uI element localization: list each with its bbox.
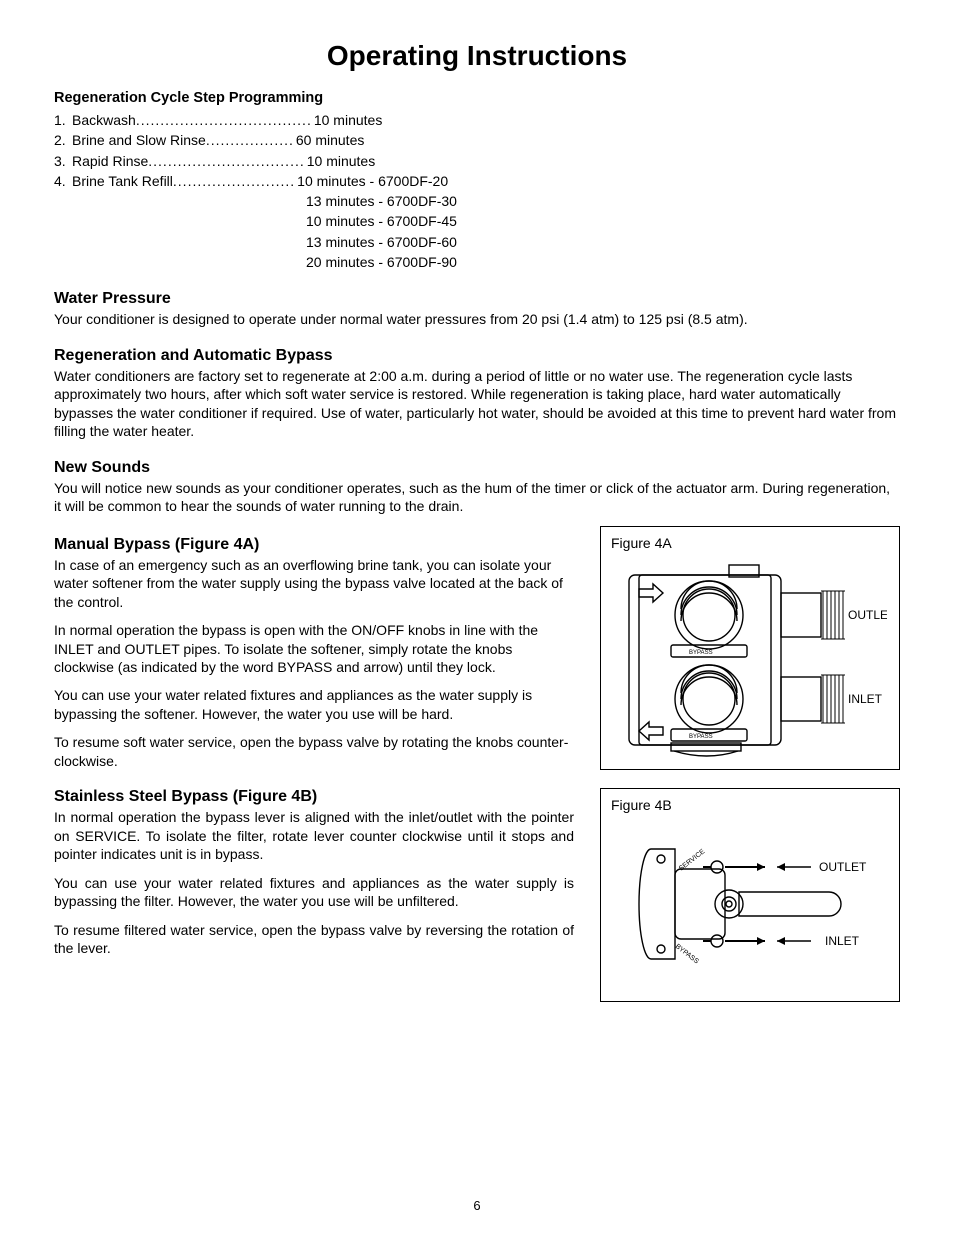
leader-dots: .................. (206, 130, 294, 150)
figure-4a-svg: BYPASS BYPASS OUTLET INLET (611, 557, 887, 757)
new-sounds-body: You will notice new sounds as your condi… (54, 479, 900, 516)
figure-column: Figure 4A (600, 526, 900, 1020)
manual-bypass-p1: In case of an emergency such as an overf… (54, 556, 574, 611)
page-title: Operating Instructions (54, 40, 900, 72)
manual-bypass-p4: To resume soft water service, open the b… (54, 733, 574, 770)
leader-dots: ................................ (148, 151, 304, 171)
ss-bypass-p2: You can use your water related fixtures … (54, 874, 574, 911)
ss-bypass-p1: In normal operation the bypass lever is … (54, 808, 574, 863)
new-sounds-heading: New Sounds (54, 459, 900, 477)
cycle-step: 4. Brine Tank Refill ...................… (54, 171, 900, 191)
inlet-label: INLET (825, 934, 860, 948)
cycle-step: 2. Brine and Slow Rinse ................… (54, 130, 900, 150)
bypass-label: BYPASS (674, 943, 700, 966)
cycle-step-value: 10 minutes (305, 151, 375, 171)
leader-dots: ......................... (173, 171, 295, 191)
cycle-step-num: 4. (54, 171, 72, 191)
cycle-step: 1. Backwash ............................… (54, 110, 900, 130)
cycle-extra-line: 13 minutes - 6700DF-60 (54, 232, 900, 252)
manual-bypass-p2: In normal operation the bypass is open w… (54, 621, 574, 676)
ss-bypass-p3: To resume filtered water service, open t… (54, 921, 574, 958)
manual-bypass-p3: You can use your water related fixtures … (54, 686, 574, 723)
cycle-step-label: Backwash (72, 110, 136, 130)
regen-bypass-heading: Regeneration and Automatic Bypass (54, 347, 900, 365)
cycle-extra-line: 13 minutes - 6700DF-30 (54, 191, 900, 211)
bypass-label-text: BYPASS (689, 734, 713, 740)
cycle-step-label: Rapid Rinse (72, 151, 148, 171)
ss-bypass-heading: Stainless Steel Bypass (Figure 4B) (54, 788, 574, 806)
cycle-step-label: Brine and Slow Rinse (72, 130, 206, 150)
figure-4a-caption: Figure 4A (611, 535, 889, 551)
bypass-columns: Manual Bypass (Figure 4A) In case of an … (54, 526, 900, 1020)
figure-4b-caption: Figure 4B (611, 797, 889, 813)
manual-bypass-heading: Manual Bypass (Figure 4A) (54, 536, 574, 554)
cycle-extra-line: 10 minutes - 6700DF-45 (54, 211, 900, 231)
leader-dots: .................................... (136, 110, 312, 130)
cycle-extra-line: 20 minutes - 6700DF-90 (54, 252, 900, 272)
page: Operating Instructions Regeneration Cycl… (0, 0, 954, 1235)
regen-cycle-heading: Regeneration Cycle Step Programming (54, 90, 900, 106)
bypass-label-text: BYPASS (689, 650, 713, 656)
outlet-label: OUTLET (819, 860, 867, 874)
figure-4b: Figure 4B (600, 788, 900, 1002)
outlet-label: OUTLET (848, 608, 887, 622)
cycle-step-num: 2. (54, 130, 72, 150)
bypass-text-column: Manual Bypass (Figure 4A) In case of an … (54, 526, 574, 1020)
cycle-step-label: Brine Tank Refill (72, 171, 173, 191)
cycle-step-num: 3. (54, 151, 72, 171)
figure-4b-svg: SERVICE BYPASS OUTLET INLET (611, 819, 887, 987)
cycle-step-value: 60 minutes (294, 130, 364, 150)
inlet-label: INLET (848, 692, 883, 706)
water-pressure-heading: Water Pressure (54, 290, 900, 308)
regen-bypass-body: Water conditioners are factory set to re… (54, 367, 900, 441)
cycle-step-num: 1. (54, 110, 72, 130)
cycle-step-value: 10 minutes (312, 110, 382, 130)
page-number: 6 (0, 1198, 954, 1213)
figure-4a: Figure 4A (600, 526, 900, 770)
cycle-step-value: 10 minutes - 6700DF-20 (295, 171, 448, 191)
regen-cycle-list: 1. Backwash ............................… (54, 110, 900, 272)
cycle-step: 3. Rapid Rinse .........................… (54, 151, 900, 171)
water-pressure-body: Your conditioner is designed to operate … (54, 310, 900, 328)
